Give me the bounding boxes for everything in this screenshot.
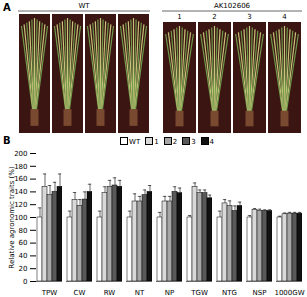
svg-text:RW: RW (104, 289, 116, 295)
svg-text:40: 40 (19, 252, 28, 260)
svg-text:0: 0 (23, 278, 27, 286)
svg-text:3: 3 (247, 13, 251, 21)
svg-text:120: 120 (14, 200, 28, 209)
svg-text:CW: CW (74, 289, 86, 295)
html-text:WT: WT (129, 137, 141, 146)
svg-text:60: 60 (19, 239, 28, 247)
html-text:2: 2 (172, 137, 178, 146)
svg-text:AK102606: AK102606 (214, 2, 251, 10)
svg-text:TGW: TGW (190, 289, 208, 295)
html-text:1: 1 (154, 137, 159, 146)
svg-text:1: 1 (177, 13, 181, 21)
svg-text:80: 80 (19, 227, 28, 235)
svg-text:Relative agronomic traits (%): Relative agronomic traits (%) (8, 166, 16, 269)
svg-text:NP: NP (165, 289, 174, 295)
html-text:3: 3 (191, 137, 196, 146)
svg-text:NSP: NSP (253, 289, 267, 295)
svg-text:4: 4 (282, 13, 287, 21)
html-text:B: B (3, 135, 11, 146)
svg-text:TPW: TPW (41, 289, 57, 295)
svg-text:WT: WT (78, 2, 90, 10)
svg-text:140: 140 (14, 188, 28, 197)
svg-text:A: A (3, 2, 11, 13)
html-text:4: 4 (209, 137, 215, 146)
svg-text:200: 200 (14, 150, 27, 158)
svg-text:100: 100 (14, 213, 28, 222)
svg-text:160: 160 (14, 175, 28, 184)
svg-text:1000GW: 1000GW (274, 289, 304, 295)
svg-text:NTG: NTG (222, 289, 237, 295)
svg-text:20: 20 (19, 265, 28, 273)
svg-text:180: 180 (14, 162, 28, 171)
svg-text:2: 2 (212, 13, 216, 21)
svg-text:NT: NT (135, 289, 145, 295)
